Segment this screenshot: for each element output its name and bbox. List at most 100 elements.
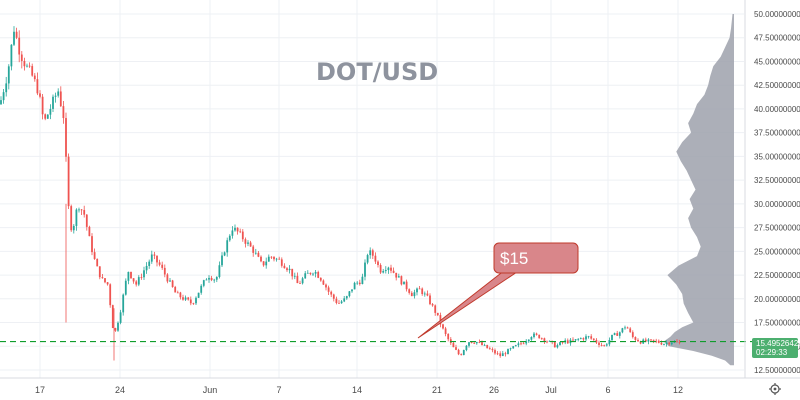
candle-body	[343, 298, 346, 302]
candle-body	[299, 283, 301, 284]
candle-body	[182, 297, 184, 300]
y-tick-label: 17.50000000	[754, 319, 800, 328]
candle-body	[62, 106, 65, 119]
candle-body	[215, 277, 218, 280]
candle-body	[356, 282, 359, 284]
y-axis[interactable]: 12.5000000015.0000000017.5000000020.0000…	[0, 0, 800, 379]
candle-body	[41, 96, 44, 115]
candle-body	[166, 274, 169, 282]
candle-body	[577, 338, 580, 340]
candle-body	[10, 44, 13, 67]
candle-body	[540, 338, 543, 340]
candle-body	[80, 209, 83, 211]
candle-body	[119, 312, 122, 323]
current-price-value: 15.49526422	[756, 339, 800, 348]
candle-body	[421, 288, 424, 295]
candle-body	[143, 270, 145, 278]
candle-body	[96, 258, 99, 267]
y-tick-label: 30.00000000	[754, 200, 800, 209]
candle-body	[31, 66, 34, 76]
candle-body	[655, 340, 658, 342]
candle-body	[387, 267, 390, 271]
candle-body	[644, 339, 647, 342]
candle-body	[517, 343, 520, 346]
candle-body	[348, 291, 351, 297]
candle-body	[288, 268, 291, 271]
volume-profile-shape	[663, 14, 734, 366]
candle-body	[405, 281, 408, 290]
candle-body	[200, 285, 203, 293]
candle-body	[75, 209, 78, 226]
candle-body	[5, 83, 8, 93]
candle-body	[184, 297, 187, 300]
candle-body	[33, 75, 36, 80]
gear-icon[interactable]	[769, 383, 781, 395]
current-price-badge: 15.49526422 02:29:33	[752, 338, 800, 358]
candle-body	[548, 340, 551, 342]
candle-body	[447, 333, 450, 340]
candle-body	[59, 91, 62, 107]
candle-body	[566, 340, 569, 344]
candle-body	[254, 252, 257, 254]
candle-body	[260, 256, 262, 262]
y-tick-label: 22.50000000	[754, 271, 800, 280]
candle-body	[499, 353, 502, 357]
candle-body	[7, 66, 10, 84]
candle-body	[460, 354, 463, 356]
candle-body	[618, 332, 621, 336]
x-tick-label: 7	[276, 385, 281, 395]
volume-profile	[663, 14, 734, 366]
candle-body	[275, 258, 278, 260]
candle-body	[369, 250, 372, 256]
candle-body	[574, 339, 577, 341]
y-tick-label: 12.50000000	[754, 366, 800, 375]
candle-body	[137, 277, 140, 285]
candle-body	[187, 297, 190, 300]
candle-body	[2, 92, 5, 101]
candle-body	[494, 350, 496, 354]
candle-body	[530, 337, 533, 340]
candle-body	[488, 348, 491, 350]
candle-body	[280, 259, 283, 266]
candle-body	[520, 343, 522, 345]
candle-body	[382, 271, 385, 273]
candle-body	[384, 270, 387, 272]
candle-body	[585, 336, 587, 340]
candle-body	[72, 225, 75, 231]
candle-body	[210, 277, 213, 281]
candle-body	[504, 353, 507, 355]
price-callout[interactable]: $15	[417, 242, 579, 339]
candle-body	[546, 341, 548, 343]
y-tick-label: 40.00000000	[754, 105, 800, 114]
candle-body	[153, 254, 156, 256]
candle-body	[325, 284, 327, 288]
candle-body	[668, 342, 671, 345]
candle-body	[163, 267, 166, 275]
candle-body	[140, 277, 143, 278]
x-axis[interactable]: 17 24 Jun 7 14 21 26 Jul 6 12	[35, 385, 683, 395]
candle-body	[156, 255, 158, 263]
candle-body	[572, 339, 574, 341]
candle-body	[23, 60, 26, 67]
y-tick-label: 42.50000000	[754, 81, 800, 90]
candle-body	[327, 287, 330, 292]
candle-body	[491, 349, 494, 351]
candle-body	[496, 353, 499, 355]
candle-body	[418, 288, 421, 290]
candle-body	[205, 279, 208, 281]
candle-body	[533, 333, 535, 338]
candle-body	[330, 291, 333, 295]
candle-body	[390, 267, 392, 271]
candle-body	[26, 65, 28, 67]
candle-body	[514, 345, 517, 347]
candle-body	[379, 264, 382, 273]
candle-body	[78, 209, 80, 211]
candle-body	[408, 289, 411, 293]
candle-body	[660, 342, 663, 345]
candle-body	[20, 54, 23, 61]
candle-body	[228, 235, 231, 241]
candle-body	[676, 341, 678, 343]
candle-body	[429, 295, 431, 305]
candle-body	[91, 236, 93, 253]
